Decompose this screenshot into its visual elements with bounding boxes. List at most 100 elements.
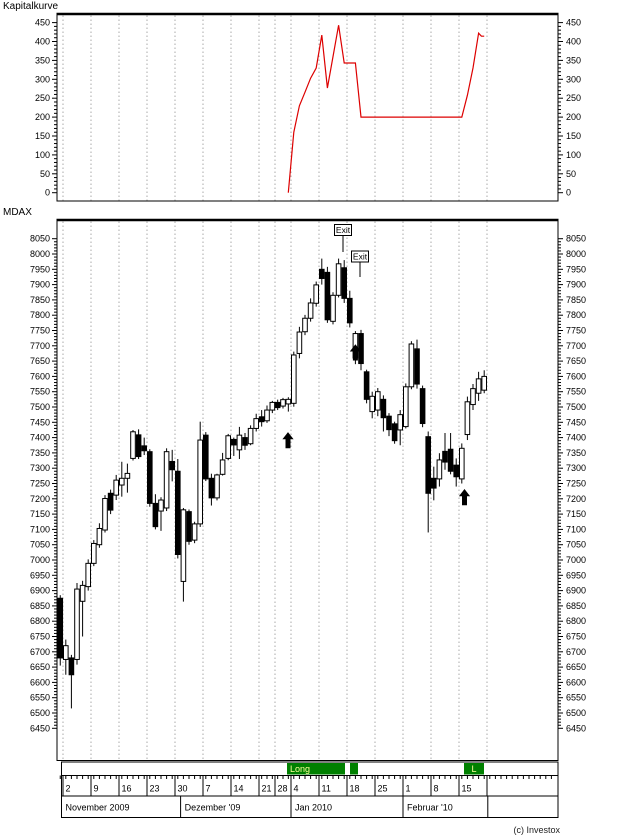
y-axis-label-right: 350 [566, 55, 581, 65]
date-strip [61, 775, 559, 797]
candle [152, 494, 159, 530]
y-axis-label-left: 200 [35, 112, 50, 122]
y-axis-label-left: 7650 [30, 356, 50, 366]
exit-flag-box [351, 250, 369, 263]
month-label: Februar '10 [407, 803, 453, 813]
week-label: 28 [278, 784, 288, 794]
candle [253, 413, 259, 432]
candle-body [369, 395, 375, 413]
candle [347, 290, 353, 328]
candle [79, 580, 86, 637]
y-axis-label-right: 7100 [566, 524, 586, 534]
candle-body [113, 479, 120, 496]
candle [375, 388, 381, 417]
signal-block-label: Long [290, 764, 310, 774]
candle [419, 385, 426, 428]
y-axis-label-right: 8000 [566, 249, 586, 259]
y-axis-label-right: 6950 [566, 570, 586, 580]
candle [91, 540, 97, 567]
candle-body [242, 437, 248, 446]
candle [236, 426, 243, 460]
y-axis-label-right: 7300 [566, 463, 586, 473]
y-axis-label-right: 300 [566, 74, 581, 84]
candle-body [470, 388, 476, 406]
candle-body [186, 511, 192, 542]
y-axis-label-right: 6550 [566, 693, 586, 703]
candle-body [475, 378, 482, 394]
candle [141, 437, 147, 456]
candle [464, 396, 471, 441]
week-label: 11 [322, 784, 331, 794]
y-axis-label-left: 6450 [30, 723, 50, 733]
candle [231, 437, 237, 456]
candle-body [141, 445, 147, 452]
month-label: November 2009 [66, 803, 130, 813]
candle [335, 258, 342, 298]
y-axis-label-right: 6800 [566, 616, 586, 626]
y-axis-label-right: 7200 [566, 494, 586, 504]
candle-body [285, 398, 292, 405]
y-axis-label-left: 8000 [30, 249, 50, 259]
y-axis-label-right: 150 [566, 131, 581, 141]
price-plot-frame [56, 219, 559, 761]
y-axis-label-left: 250 [35, 93, 50, 103]
candle-body [152, 502, 159, 528]
candle [425, 431, 431, 533]
signal-block [464, 763, 484, 775]
candle-body [425, 436, 431, 494]
candle [481, 370, 487, 394]
candle [475, 371, 482, 401]
y-axis-label-left: 6800 [30, 616, 50, 626]
y-axis-label-right: 6450 [566, 723, 586, 733]
candle [208, 473, 215, 506]
y-axis-label-left: 7200 [30, 494, 50, 504]
y-axis-label-left: 350 [35, 55, 50, 65]
y-axis-label-right: 100 [566, 150, 581, 160]
y-axis-label-right: 6600 [566, 677, 586, 687]
candle-body [431, 477, 437, 489]
signal-block [350, 763, 358, 775]
week-label: 23 [150, 784, 160, 794]
candle-body [464, 401, 471, 436]
candle-body [347, 297, 353, 324]
candle-body [280, 399, 286, 407]
equity-panel-title: Kapitalkurve [3, 1, 58, 12]
month-label: Jan 2010 [295, 803, 332, 813]
y-axis-label-left: 7500 [30, 402, 50, 412]
candle [191, 521, 198, 544]
y-axis-label-left: 7850 [30, 295, 50, 305]
week-label: 7 [206, 784, 211, 794]
candle [470, 384, 476, 411]
y-axis-label-right: 7450 [566, 417, 586, 427]
candle [163, 448, 170, 512]
candle-body [264, 409, 270, 422]
candle [130, 429, 136, 461]
y-axis-label-right: 250 [566, 93, 581, 103]
y-axis-label-left: 7400 [30, 433, 50, 443]
candle [442, 433, 448, 470]
candle-body [459, 447, 465, 480]
candle-body [324, 271, 331, 321]
candle [74, 582, 80, 665]
candle-body [442, 450, 448, 463]
y-axis-label-right: 6700 [566, 647, 586, 657]
candle [242, 433, 248, 450]
y-axis-label-right: 7650 [566, 356, 586, 366]
y-axis-label-left: 6750 [30, 632, 50, 642]
y-axis-label-right: 8050 [566, 234, 586, 244]
candle [431, 466, 437, 501]
candle-body [130, 431, 136, 459]
candle-body [68, 657, 75, 676]
candle-body [403, 386, 409, 428]
y-axis-label-right: 7550 [566, 387, 586, 397]
y-axis-label-left: 7000 [30, 555, 50, 565]
equity-line-layer [287, 25, 485, 193]
y-axis-label-left: 6700 [30, 647, 50, 657]
candle [124, 463, 131, 493]
candle [102, 495, 108, 533]
y-axis-label-right: 7000 [566, 555, 586, 565]
candle [175, 459, 181, 559]
y-axis-label-right: 7900 [566, 280, 586, 290]
candle [459, 443, 465, 484]
week-label: 8 [434, 784, 439, 794]
